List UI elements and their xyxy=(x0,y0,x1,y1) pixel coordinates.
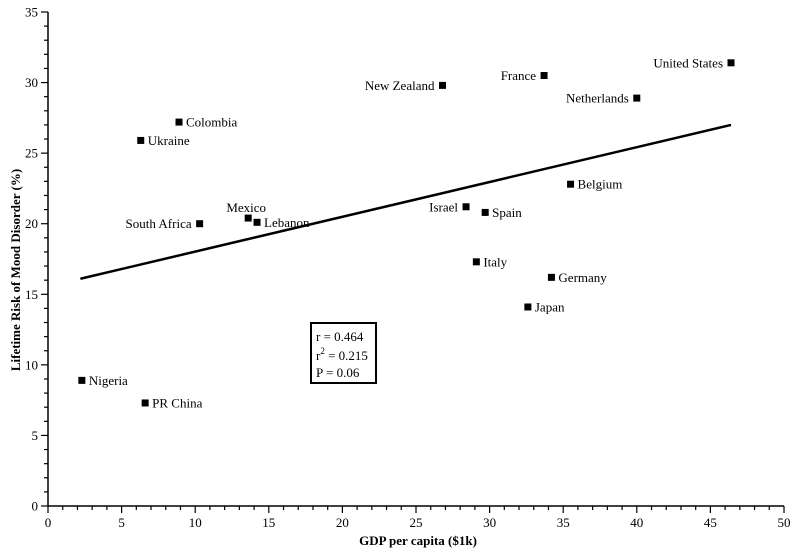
stats-box: r = 0.464 r2 = 0.215 P = 0.06 xyxy=(310,322,377,384)
y-tick-label: 0 xyxy=(32,499,39,514)
ticks: 0 5 10 15 20 25 30 35 40 45 50 0 5 10 15 20 25 30 35 xyxy=(25,5,791,531)
points-layer: United States France New Zealand Netherland… xyxy=(78,55,735,410)
stats-box-frame xyxy=(310,322,377,384)
data-point xyxy=(472,258,480,266)
data-point xyxy=(633,94,641,102)
point-label: France xyxy=(501,68,537,83)
x-tick-label: 15 xyxy=(262,515,275,530)
point-label: Italy xyxy=(483,254,507,269)
point-label: Israel xyxy=(429,199,458,214)
x-tick-label: 50 xyxy=(778,515,791,530)
point-label: Netherlands xyxy=(566,91,629,106)
stats-r2: r2 = 0.215 xyxy=(316,346,368,363)
y-axis-title: Lifetime Risk of Mood Disorder (%) xyxy=(8,169,23,371)
x-tick-label: 40 xyxy=(630,515,643,530)
data-point xyxy=(524,303,532,311)
point-label: Spain xyxy=(492,205,522,220)
data-point xyxy=(78,376,86,384)
data-point xyxy=(727,59,735,67)
data-point xyxy=(141,399,149,407)
x-tick-label: 25 xyxy=(410,515,423,530)
data-point xyxy=(547,273,555,281)
data-point xyxy=(253,218,261,226)
point-label: Belgium xyxy=(578,177,623,192)
x-tick-label: 10 xyxy=(189,515,202,530)
point-label: Mexico xyxy=(226,200,266,215)
point-label: PR China xyxy=(152,395,202,410)
y-tick-label: 5 xyxy=(32,428,39,443)
y-tick-label: 35 xyxy=(25,5,38,20)
stats-p: P = 0.06 xyxy=(316,365,360,380)
y-tick-label: 30 xyxy=(25,75,38,90)
data-point xyxy=(462,203,470,211)
data-point xyxy=(244,214,252,222)
y-tick-label: 10 xyxy=(25,357,38,372)
data-point xyxy=(540,72,548,80)
point-label: Japan xyxy=(535,299,565,314)
point-label: Lebanon xyxy=(264,215,310,230)
x-axis-title: GDP per capita ($1k) xyxy=(359,533,477,548)
x-tick-label: 30 xyxy=(483,515,496,530)
x-tick-label: 20 xyxy=(336,515,349,530)
y-tick-label: 20 xyxy=(25,216,38,231)
stats-r: r = 0.464 xyxy=(316,329,364,344)
x-tick-label: 0 xyxy=(45,515,52,530)
point-label: Germany xyxy=(558,270,607,285)
data-point xyxy=(567,180,575,188)
trend-line xyxy=(80,123,732,280)
data-point xyxy=(175,118,183,126)
point-label: New Zealand xyxy=(365,78,435,93)
data-point xyxy=(438,81,446,89)
data-point xyxy=(196,220,204,228)
x-tick-label: 5 xyxy=(118,515,125,530)
y-tick-label: 15 xyxy=(25,287,38,302)
point-label: United States xyxy=(653,55,723,70)
trend-layer xyxy=(80,123,732,280)
y-tick-label: 25 xyxy=(25,146,38,161)
data-point xyxy=(137,136,145,144)
point-label: Ukraine xyxy=(148,133,190,148)
point-label: Nigeria xyxy=(89,373,128,388)
data-point xyxy=(481,208,489,216)
x-tick-label: 45 xyxy=(704,515,717,530)
point-label: Colombia xyxy=(186,115,238,130)
point-label: South Africa xyxy=(126,216,192,231)
x-tick-label: 35 xyxy=(557,515,570,530)
